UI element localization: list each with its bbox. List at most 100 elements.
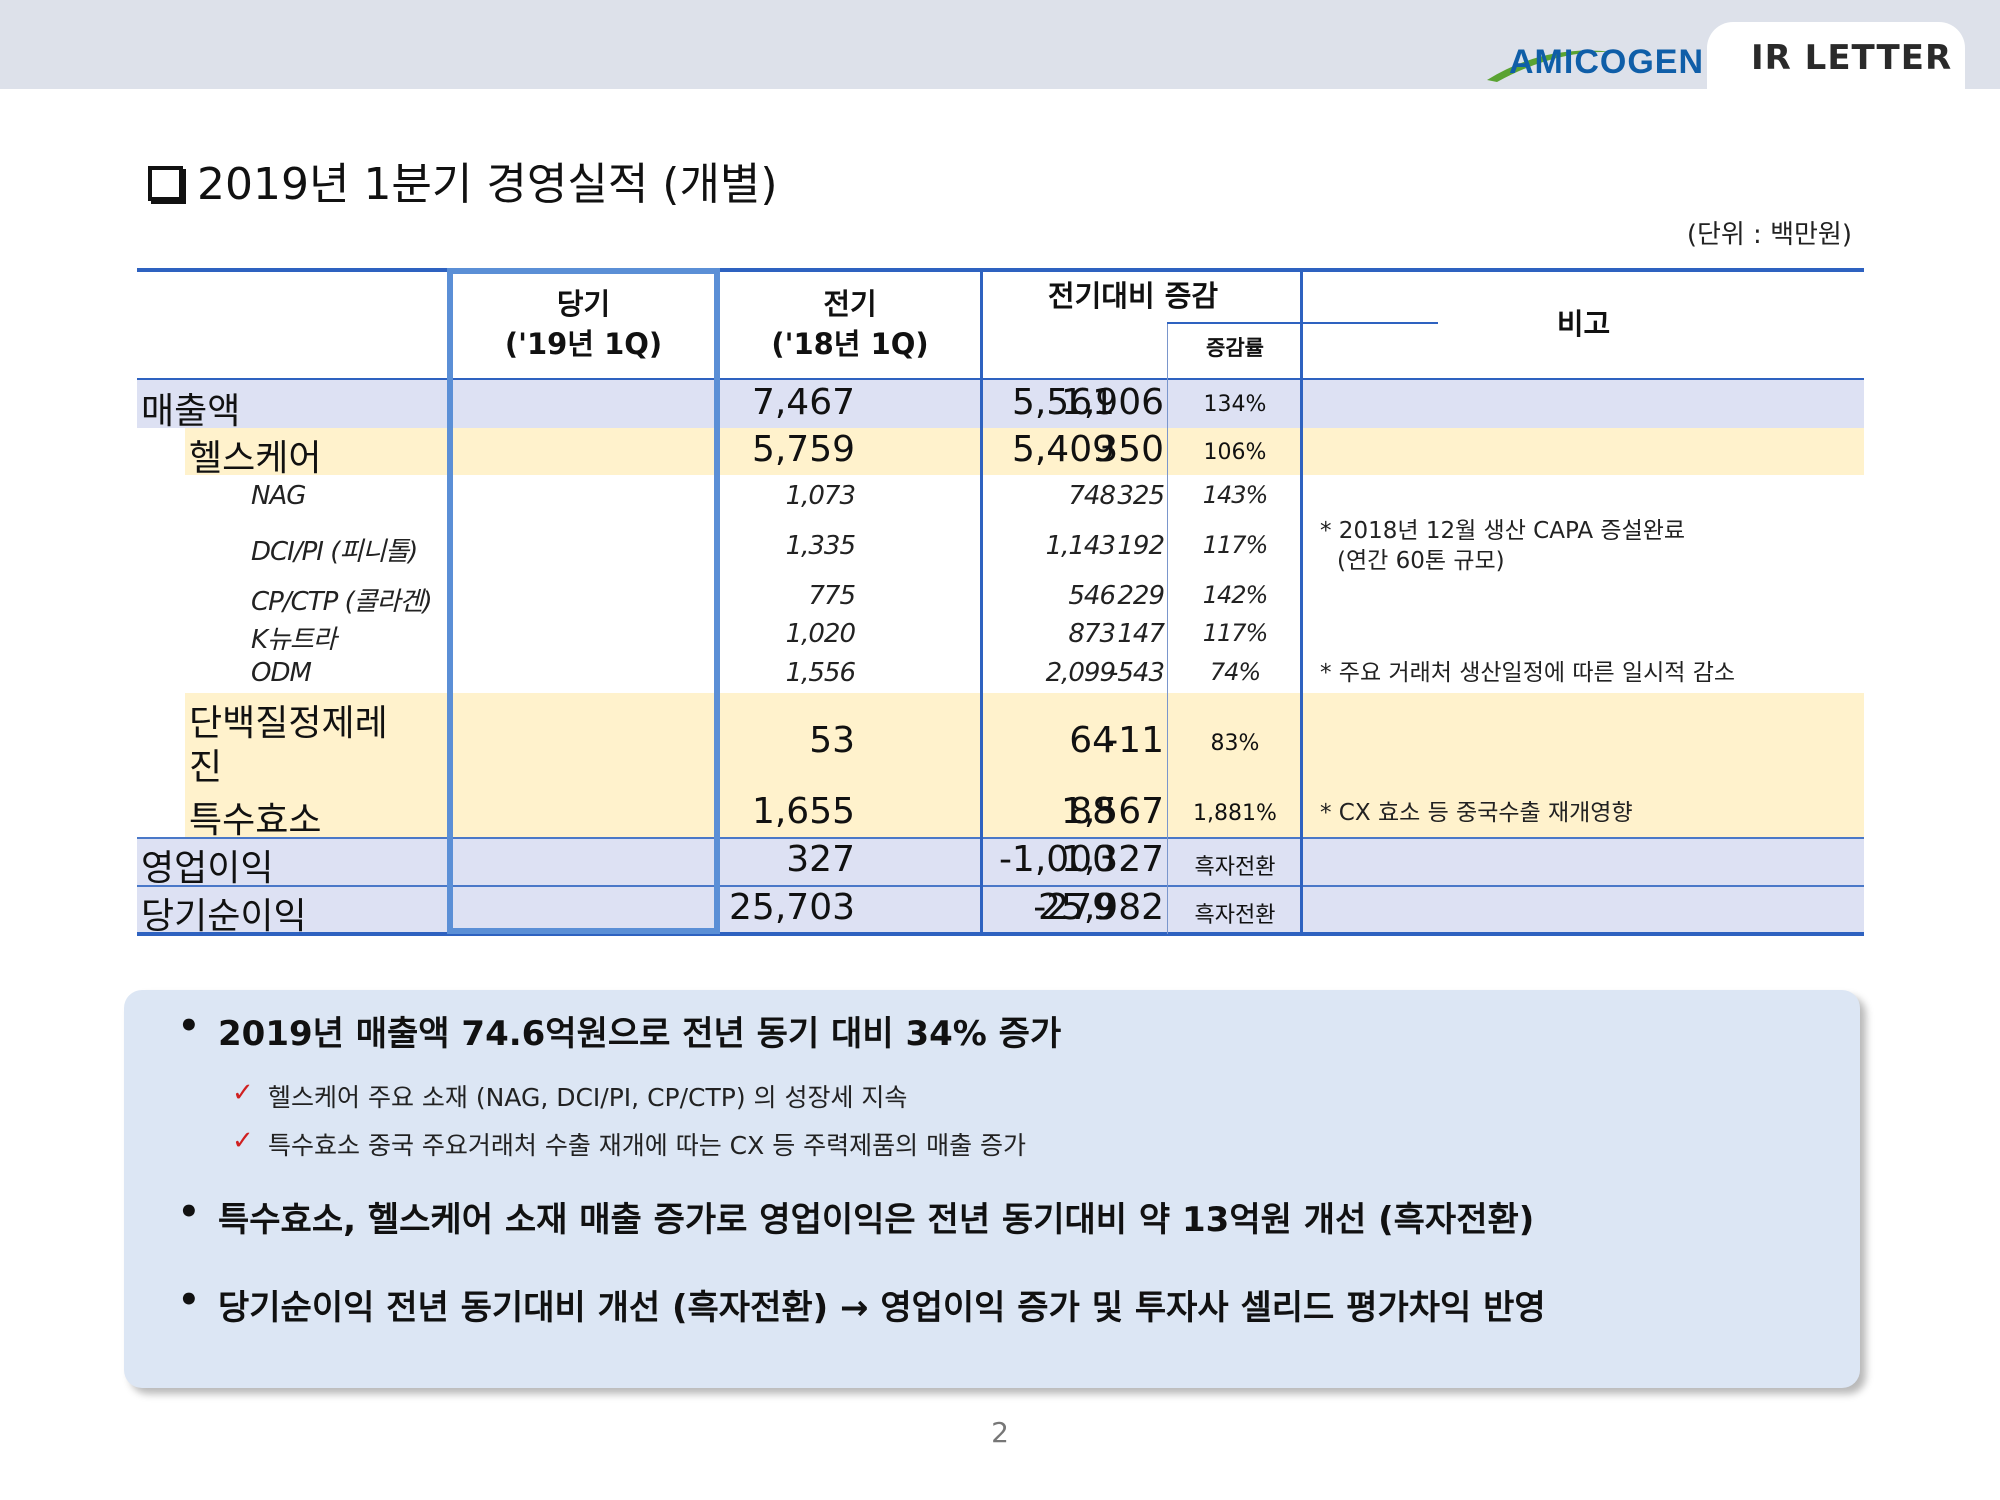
row-label-dci-pi: DCI/PI (피니톨)	[251, 537, 418, 567]
cell-prior: -1,000	[998, 839, 1115, 880]
hdr-current-2: ('19년 1Q)	[504, 327, 663, 361]
logo-text: AMICOGEN	[1509, 43, 1704, 81]
cell-current: 1,335	[785, 531, 856, 561]
row-label-odm: ODM	[251, 658, 312, 688]
cell-current: 25,703	[729, 887, 855, 928]
summary-bullet-1-text: 2019년 매출액 74.6억원으로 전년 동기 대비 34% 증가	[218, 1014, 1062, 1054]
row-label-resin-2: 진	[189, 747, 223, 788]
check-icon: ✓	[232, 1126, 254, 1156]
table-bottom-rule	[137, 932, 1864, 936]
cell-diff: -543	[1108, 658, 1165, 688]
row-bg-resin-enzyme	[185, 693, 1864, 838]
cell-diff: 1,567	[1060, 791, 1164, 832]
cell-current: 7,467	[751, 382, 855, 423]
row-bg-operating	[137, 838, 1864, 886]
cell-rate: 83%	[1210, 731, 1260, 756]
tab-label: IR LETTER	[1751, 38, 1953, 78]
cell-current: 327	[786, 839, 855, 880]
logo-swoosh-icon	[1487, 50, 1613, 82]
cell-diff: 325	[1117, 481, 1165, 511]
vline-rate	[1167, 324, 1168, 934]
cell-prior: 2,099	[1045, 658, 1116, 688]
vline-1	[980, 268, 983, 934]
cell-prior: 88	[1069, 791, 1115, 832]
summary-bullet-3-text: 당기순이익 전년 동기대비 개선 (흑자전환) → 영업이익 증가 및 투자사 …	[218, 1288, 1546, 1328]
cell-diff: 147	[1117, 619, 1165, 649]
vline-2	[1300, 268, 1303, 934]
summary-bullet-2-text: 특수효소, 헬스케어 소재 매출 증가로 영업이익은 전년 동기대비 약 13억…	[218, 1200, 1535, 1240]
cell-rate: 흑자전환	[1194, 903, 1276, 928]
checkbox-bullet-icon	[148, 166, 183, 201]
cell-diff: 350	[1095, 429, 1164, 470]
cell-diff: 25,982	[1038, 887, 1164, 928]
top-bar	[0, 0, 2000, 89]
summary-bullet-2: • 특수효소, 헬스케어 소재 매출 증가로 영업이익은 전년 동기대비 약 1…	[178, 1192, 1535, 1241]
hdr-prior-1: 전기	[823, 287, 877, 321]
cell-rate: 74%	[1209, 658, 1261, 686]
row-label-enzyme: 특수효소	[189, 800, 322, 841]
page-title-text: 2019년 1분기 경영실적 (개별)	[197, 159, 778, 210]
cell-diff: 229	[1117, 581, 1165, 611]
note-enzyme: * CX 효소 등 중국수출 재개영향	[1320, 800, 1633, 826]
row-label-operating: 영업이익	[141, 848, 274, 889]
cell-current: 1,655	[751, 791, 855, 832]
rule-operating	[137, 837, 1864, 839]
cell-rate: 117%	[1202, 531, 1269, 559]
note-odm: * 주요 거래처 생산일정에 따른 일시적 감소	[1320, 660, 1736, 686]
cell-rate: 117%	[1202, 619, 1269, 647]
summary-box: • 2019년 매출액 74.6억원으로 전년 동기 대비 34% 증가 ✓ 헬…	[124, 990, 1860, 1388]
cell-current: 1,556	[785, 658, 856, 688]
cell-rate: 143%	[1202, 481, 1269, 509]
note-capa: * 2018년 12월 생산 CAPA 증설완료	[1320, 518, 1686, 544]
cell-rate: 흑자전환	[1194, 855, 1276, 880]
cell-diff: 1,906	[1060, 382, 1164, 423]
hdr-change-rate: 증감률	[1206, 336, 1264, 360]
summary-bullet-3: • 당기순이익 전년 동기대비 개선 (흑자전환) → 영업이익 증가 및 투자…	[178, 1280, 1546, 1329]
ir-letter-tab: IR LETTER	[1707, 22, 1965, 102]
hdr-change: 전기대비 증감	[1047, 279, 1219, 313]
cell-current: 1,020	[785, 619, 856, 649]
row-label-knutra: K뉴트라	[251, 625, 337, 655]
cell-rate: 1,881%	[1193, 801, 1277, 826]
summary-bullet-1: • 2019년 매출액 74.6억원으로 전년 동기 대비 34% 증가	[178, 1006, 1062, 1055]
summary-sub-2-text: 특수효소 중국 주요거래처 수출 재개에 따는 CX 등 주력제품의 매출 증가	[268, 1131, 1027, 1160]
note-capa-2: (연간 60톤 규모)	[1337, 548, 1505, 574]
row-label-sales: 매출액	[141, 391, 241, 432]
table-top-rule	[137, 268, 1864, 272]
bullet-icon: •	[178, 1192, 200, 1232]
cell-current: 775	[808, 581, 856, 611]
summary-sub-1: ✓ 헬스케어 주요 소재 (NAG, DCI/PI, CP/CTP) 의 성장세…	[232, 1078, 908, 1114]
summary-sub-1-text: 헬스케어 주요 소재 (NAG, DCI/PI, CP/CTP) 의 성장세 지…	[268, 1083, 908, 1112]
page-number: 2	[991, 1416, 1009, 1449]
row-label-net-income: 당기순이익	[141, 896, 307, 937]
row-label-nag: NAG	[251, 481, 306, 511]
performance-table: 당기 ('19년 1Q) 전기 ('18년 1Q) 전기대비 증감 증감률 비고…	[137, 268, 1864, 937]
hdr-notes: 비고	[1556, 307, 1611, 341]
cell-current: 5,759	[751, 429, 855, 470]
cell-prior: 5,409	[1011, 429, 1115, 470]
amicogen-logo: AMICOGEN	[1485, 40, 1703, 86]
current-period-highlight	[447, 268, 720, 934]
cell-diff: 1,327	[1060, 839, 1164, 880]
cell-rate: 134%	[1203, 392, 1267, 417]
cell-prior: -279	[1033, 887, 1115, 928]
hdr-prior-2: ('18년 1Q)	[771, 327, 929, 361]
bullet-icon: •	[178, 1280, 200, 1320]
cell-current: 1,073	[785, 481, 856, 511]
row-label-cp-ctp: CP/CTP (콜라겐)	[251, 587, 433, 617]
cell-diff: 192	[1117, 531, 1165, 561]
row-label-resin: 단백질정제레	[189, 703, 388, 744]
row-bg-net	[137, 886, 1864, 934]
page-title: 2019년 1분기 경영실적 (개별)	[148, 148, 778, 212]
cell-diff: -11	[1105, 720, 1164, 761]
hdr-current-1: 당기	[556, 287, 611, 321]
header-rule	[137, 378, 1864, 380]
cell-prior: 5,561	[1011, 382, 1115, 423]
unit-label: (단위 : 백만원)	[1686, 220, 1852, 250]
check-icon: ✓	[232, 1078, 254, 1108]
cell-current: 53	[809, 720, 855, 761]
cell-prior: 64	[1069, 720, 1115, 761]
row-bg-healthcare	[185, 428, 1864, 475]
row-bg-sales	[137, 380, 1864, 428]
bullet-icon: •	[178, 1006, 200, 1046]
